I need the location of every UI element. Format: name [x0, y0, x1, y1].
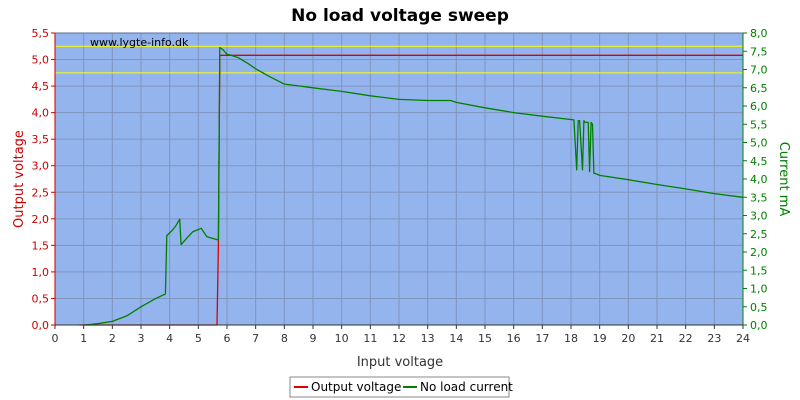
left-tick-label: 4,0 — [32, 107, 50, 120]
right-axis-label: Current mA — [776, 142, 791, 217]
x-tick-label: 1 — [80, 332, 87, 345]
x-tick-label: 19 — [593, 332, 607, 345]
left-tick-label: 1,0 — [32, 266, 50, 279]
left-tick-label: 2,5 — [32, 186, 50, 199]
x-tick-label: 22 — [679, 332, 693, 345]
right-tick-label: 0,0 — [750, 319, 768, 332]
right-tick-label: 1,0 — [750, 283, 768, 296]
right-tick-label: 7,5 — [750, 45, 768, 58]
left-tick-label: 4,5 — [32, 80, 50, 93]
x-tick-label: 16 — [507, 332, 521, 345]
left-tick-label: 0,0 — [32, 319, 50, 332]
x-tick-label: 13 — [421, 332, 435, 345]
right-tick-label: 5,0 — [750, 137, 768, 150]
right-tick-label: 1,5 — [750, 264, 768, 277]
right-tick-label: 3,5 — [750, 191, 768, 204]
left-tick-label: 3,0 — [32, 160, 50, 173]
left-tick-label: 5,0 — [32, 54, 50, 67]
right-axis-ticks: 0,0 0,5 1,0 1,5 2,0 2,5 3,0 3,5 4,0 4,5 5,0 5,5 6,0 6… — [743, 27, 768, 332]
legend: Output voltage No load current — [289, 376, 513, 398]
x-tick-label: 3 — [138, 332, 145, 345]
x-tick-label: 20 — [621, 332, 635, 345]
left-axis-ticks: 0,0 0,5 1,0 1,5 2,0 2,5 3,0 3,5 4,0 4,5 5,0 5,5 — [32, 27, 55, 332]
right-tick-label: 4,5 — [750, 155, 768, 168]
right-tick-label: 5,5 — [750, 118, 768, 131]
x-tick-label: 14 — [449, 332, 463, 345]
right-tick-label: 2,0 — [750, 246, 768, 259]
x-tick-label: 6 — [224, 332, 231, 345]
x-tick-label: 9 — [310, 332, 317, 345]
right-tick-label: 6,5 — [750, 82, 768, 95]
series-line-no-load-current — [83, 46, 744, 326]
x-tick-label: 17 — [535, 332, 549, 345]
right-tick-label: 3,0 — [750, 210, 768, 223]
left-tick-label: 0,5 — [32, 292, 50, 305]
right-tick-label: 8,0 — [750, 27, 768, 40]
x-tick-label: 5 — [195, 332, 202, 345]
chart-title: No load voltage sweep — [291, 6, 509, 26]
right-tick-label: 7,0 — [750, 64, 768, 77]
x-tick-label: 15 — [478, 332, 492, 345]
reference-lines — [55, 45, 743, 74]
left-tick-label: 5,5 — [32, 27, 50, 40]
right-tick-label: 6,0 — [750, 100, 768, 113]
x-tick-label: 10 — [335, 332, 349, 345]
left-axis-label: Output voltage — [12, 130, 27, 228]
legend-label-output-voltage: Output voltage — [311, 380, 401, 394]
legend-box — [289, 376, 510, 398]
left-tick-label: 1,5 — [32, 239, 50, 252]
right-tick-label: 0,5 — [750, 301, 768, 314]
x-tick-label: 8 — [281, 332, 288, 345]
x-tick-label: 18 — [564, 332, 578, 345]
legend-label-no-load-current: No load current — [420, 380, 513, 394]
x-tick-label: 23 — [707, 332, 721, 345]
x-tick-label: 2 — [109, 332, 116, 345]
left-tick-label: 2,0 — [32, 213, 50, 226]
right-tick-label: 2,5 — [750, 228, 768, 241]
left-tick-label: 3,5 — [32, 133, 50, 146]
x-tick-label: 21 — [650, 332, 664, 345]
x-tick-label: 0 — [52, 332, 59, 345]
x-axis-ticks: 0 1 2 3 4 5 6 7 8 9 10 11 12 13 14 15 16 17 18 19 20 21 22 23 24 — [52, 325, 750, 345]
x-tick-label: 12 — [392, 332, 406, 345]
x-axis-label: Input voltage — [357, 355, 443, 370]
x-tick-label: 4 — [166, 332, 173, 345]
right-tick-label: 4,0 — [750, 173, 768, 186]
x-tick-label: 11 — [363, 332, 377, 345]
x-tick-label: 24 — [736, 332, 750, 345]
watermark: www.lygte-info.dk — [90, 36, 189, 49]
x-tick-label: 7 — [252, 332, 259, 345]
